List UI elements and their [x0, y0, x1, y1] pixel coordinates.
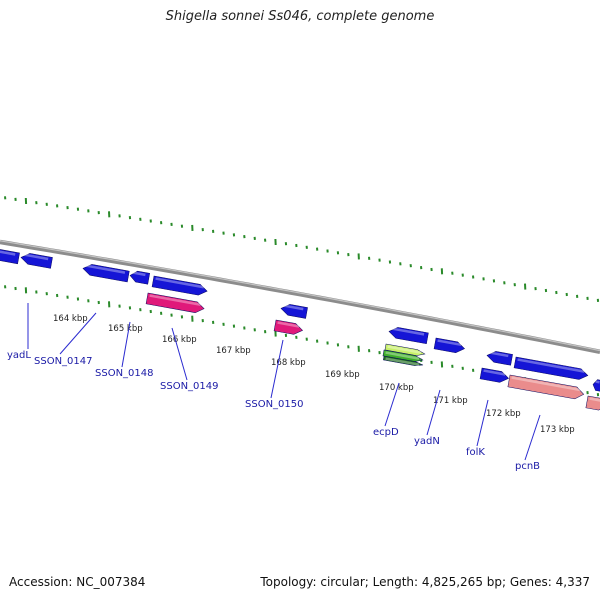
gene-label: SSON_0149 — [160, 381, 219, 392]
genome-backbone-highlight — [0, 240, 600, 352]
feature-green-shape — [382, 349, 424, 362]
cds-arrow-shine — [517, 358, 585, 373]
kbp-label: 171 kbp — [433, 396, 468, 406]
feature-salmon — [507, 374, 585, 400]
cds-arrow-shape — [433, 337, 465, 353]
feature-pink-shine — [277, 321, 300, 328]
cds-arrow-shape — [513, 356, 589, 380]
accession-text: Accession: NC_007384 — [9, 575, 146, 589]
cds-arrow-shine — [155, 277, 205, 289]
cds-arrow — [0, 249, 20, 265]
gene-leader-line — [59, 312, 97, 355]
cds-arrow — [513, 356, 589, 380]
feature-green — [382, 349, 424, 362]
cds-arrow-shape — [20, 253, 53, 269]
map-title: Shigella sonnei Ss046, complete genome — [165, 9, 435, 24]
feature-green-dark-shape — [383, 355, 424, 366]
kbp-label: 165 kbp — [108, 324, 143, 334]
cds-arrow-shape — [592, 379, 600, 392]
gene-label: pcnB — [515, 461, 540, 472]
gene-leader-line — [270, 339, 284, 399]
gene-leader-line — [384, 382, 400, 427]
gene-leader-line — [426, 389, 441, 436]
gene-label: SSON_0148 — [95, 368, 154, 379]
kbp-label: 168 kbp — [271, 358, 306, 368]
gene-leader-line — [171, 327, 188, 381]
genome-backbone — [0, 239, 600, 355]
cds-arrow — [82, 264, 130, 283]
cds-arrow-shine — [0, 249, 16, 256]
cds-arrow — [129, 270, 150, 285]
cds-arrow-shape — [151, 275, 208, 296]
feature-green-light-shine — [387, 345, 422, 354]
feature-salmon-shape — [585, 395, 600, 411]
cds-arrow-shine — [489, 351, 509, 358]
cds-arrow-shine — [283, 304, 304, 311]
gene-label: yadN — [414, 436, 440, 447]
kbp-label: 164 kbp — [53, 314, 88, 324]
feature-green-light-shape — [384, 343, 426, 356]
kbp-label: 172 kbp — [486, 409, 521, 419]
cds-arrow-shape — [486, 351, 513, 366]
cds-arrow-shape — [280, 304, 308, 319]
feature-pink-shape — [273, 319, 304, 335]
feature-salmon-shape — [507, 374, 585, 400]
cds-arrow-shape — [388, 327, 429, 345]
cds-arrow-shine — [595, 380, 600, 384]
feature-pink — [145, 292, 205, 313]
cds-arrow-shine — [23, 253, 49, 261]
cds-arrow-shine — [391, 327, 425, 336]
gene-label: yadL — [7, 350, 31, 361]
feature-pink-shine — [149, 294, 201, 307]
cds-arrow — [151, 275, 208, 296]
cds-arrow-shape — [0, 249, 20, 265]
feature-salmon-shine — [589, 397, 600, 403]
feature-salmon — [585, 395, 600, 411]
gene-label: SSON_0147 — [34, 356, 93, 367]
gene-label: folK — [466, 447, 485, 458]
cds-arrow-shine — [437, 339, 462, 347]
kbp-label: 166 kbp — [162, 335, 197, 345]
cds-arrow-shine — [85, 264, 126, 274]
kbp-label: 173 kbp — [540, 425, 575, 435]
cds-arrow-shine — [132, 271, 146, 277]
gene-label: SSON_0150 — [245, 399, 304, 410]
feature-pink — [273, 319, 304, 335]
cds-arrow — [388, 327, 429, 345]
gene-leader-line — [476, 399, 489, 447]
kbp-label: 167 kbp — [216, 346, 251, 356]
cds-arrow — [433, 337, 465, 353]
cds-arrow — [486, 351, 513, 366]
feature-green-dark — [383, 355, 424, 366]
feature-green-dark-shine — [385, 357, 420, 366]
cds-arrow-shine — [483, 369, 506, 376]
feature-salmon-shine — [511, 376, 581, 392]
cds-arrow — [280, 304, 308, 319]
cds-arrow — [20, 253, 53, 269]
feature-green-light — [384, 343, 426, 356]
cds-arrow-shape — [479, 367, 510, 383]
cds-arrow-shape — [129, 270, 150, 285]
gene-leader-line — [524, 414, 541, 461]
cds-arrow — [592, 379, 600, 392]
gene-label: ecpD — [373, 427, 399, 438]
kbp-label: 169 kbp — [325, 370, 360, 380]
feature-green-shine — [385, 351, 420, 360]
kbp-label: 170 kbp — [379, 383, 414, 393]
genome-summary-text: Topology: circular; Length: 4,825,265 bp… — [260, 575, 590, 589]
gene-leader-line — [121, 321, 131, 368]
cds-arrow — [479, 367, 510, 383]
cds-arrow-shape — [82, 264, 130, 283]
feature-pink-shape — [145, 292, 205, 313]
